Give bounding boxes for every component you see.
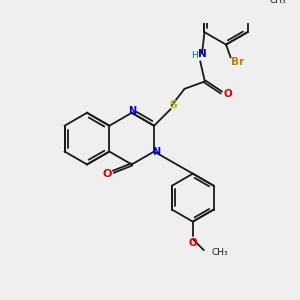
Text: O: O [188, 238, 197, 248]
Text: N: N [198, 49, 206, 59]
Text: CH₃: CH₃ [270, 0, 286, 5]
Text: S: S [169, 100, 178, 110]
Text: N: N [129, 106, 137, 116]
Text: O: O [224, 89, 232, 99]
Text: H: H [191, 51, 198, 60]
Text: Br: Br [231, 57, 244, 67]
Text: N: N [152, 146, 160, 157]
Text: CH₃: CH₃ [211, 248, 228, 257]
Text: O: O [102, 169, 112, 179]
